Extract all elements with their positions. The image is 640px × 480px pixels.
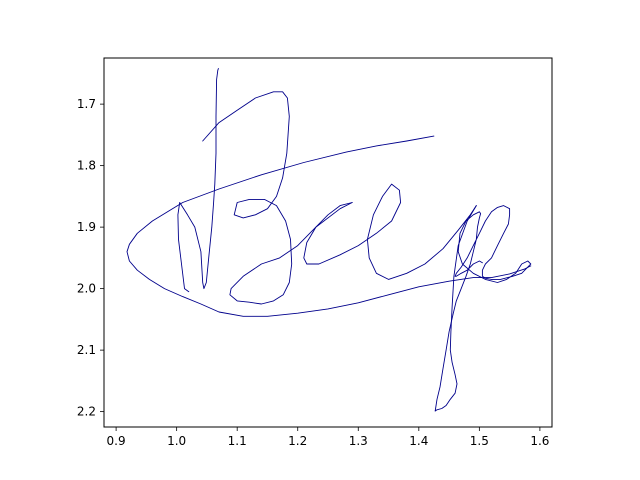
y-tick-label: 1.8 [77, 159, 96, 173]
plot-area-frame [103, 57, 553, 428]
series-0-stroke-1 [202, 91, 353, 305]
series-0-stroke-3 [434, 205, 477, 412]
y-axis: 1.7 1.8 1.9 2.0 2.1 2.2 [77, 97, 104, 419]
x-tick-label: 0.9 [107, 434, 126, 448]
x-tick-label: 1.3 [349, 434, 368, 448]
x-tick-label: 1.0 [167, 434, 186, 448]
series-0-stroke-0 [177, 68, 219, 293]
series-layer [126, 68, 532, 412]
x-tick-label: 1.2 [288, 434, 307, 448]
series-0 [126, 68, 532, 412]
x-tick-label: 1.1 [228, 434, 247, 448]
x-tick-label: 1.6 [530, 434, 549, 448]
y-tick-label: 2.0 [77, 282, 96, 296]
y-tick-label: 1.7 [77, 97, 96, 111]
y-tick-label: 1.9 [77, 220, 96, 234]
x-tick-label: 1.5 [470, 434, 489, 448]
x-axis: 0.9 1.0 1.1 1.2 1.3 1.4 1.5 1.6 [107, 427, 549, 448]
series-0-stroke-5 [126, 135, 532, 317]
x-tick-label: 1.4 [409, 434, 428, 448]
y-tick-label: 2.1 [77, 343, 96, 357]
series-0-stroke-2 [303, 183, 477, 280]
y-tick-label: 2.2 [77, 405, 96, 419]
